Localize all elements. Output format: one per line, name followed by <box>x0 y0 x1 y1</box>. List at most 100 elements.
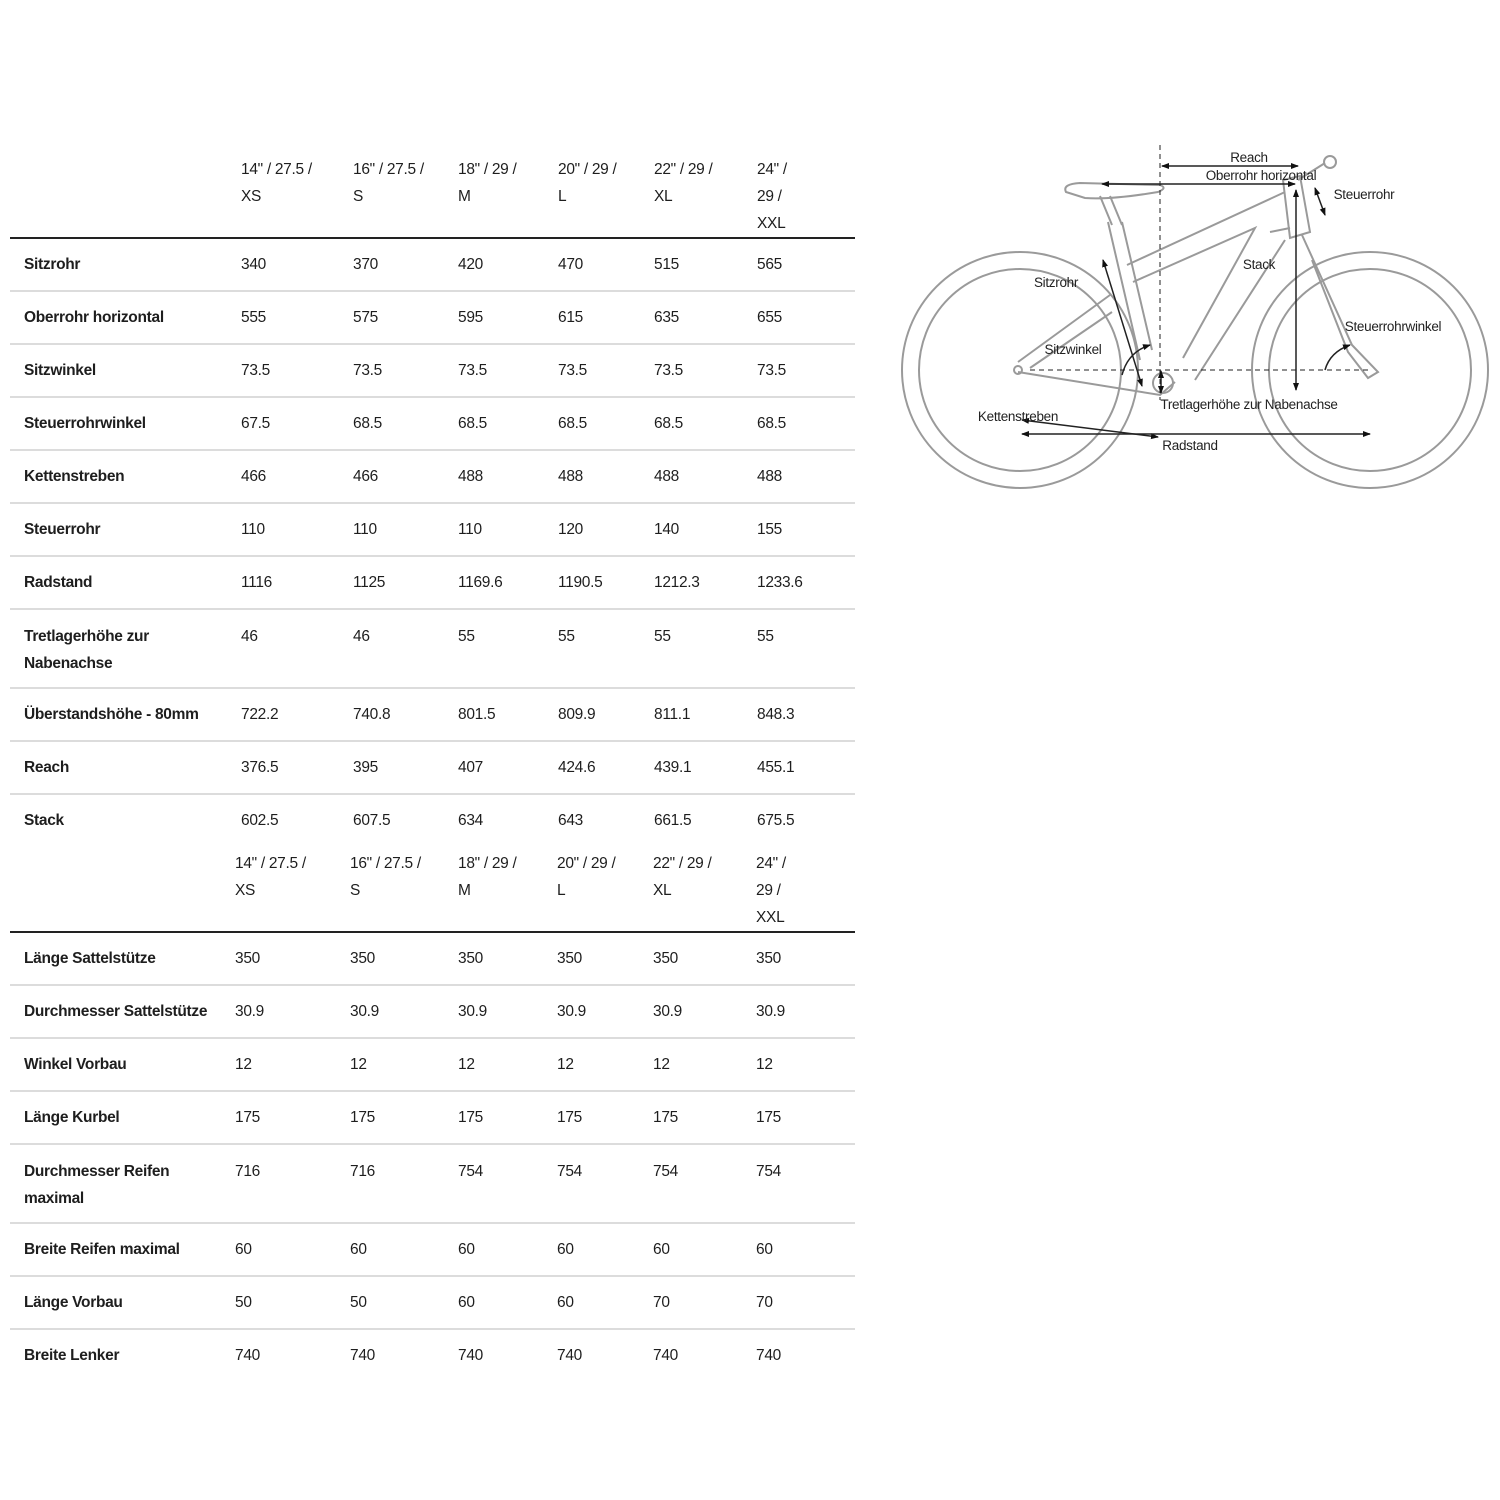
label-radstand: Radstand <box>1162 438 1217 453</box>
frame-size: 22" / 29 / <box>653 855 712 872</box>
label-sitzrohr: Sitzrohr <box>1034 275 1079 290</box>
cell-value: 12 <box>458 1055 475 1073</box>
size-letter: L <box>558 188 567 205</box>
row-label: Oberrohr horizontal <box>24 308 164 326</box>
cell-value: 1125 <box>353 573 386 591</box>
row-label: Durchmesser Sattelstütze <box>24 1002 208 1020</box>
saddle <box>1064 181 1165 200</box>
cell-value: 60 <box>458 1293 475 1311</box>
header-empty <box>10 832 235 932</box>
label-tretlager: Tretlagerhöhe zur Nabenachse <box>1160 397 1337 412</box>
frame-size: 24" / 29 / <box>756 855 786 899</box>
cell-value: 575 <box>353 308 378 326</box>
size-letter: XXL <box>757 215 786 232</box>
geometry-table: 14" / 27.5 / XS 16" / 27.5 / S 18" / 29 / M 20… <box>10 150 855 847</box>
label-stack: Stack <box>1243 257 1276 272</box>
cell-value: 155 <box>757 520 782 538</box>
cell-value: 350 <box>350 949 375 967</box>
top-tube <box>1126 191 1286 359</box>
cell-value: 754 <box>458 1163 483 1180</box>
cell-value: 68.5 <box>757 414 786 432</box>
frame-size: 16" / 27.5 / <box>353 161 424 178</box>
cell-value: 801.5 <box>458 705 496 723</box>
cell-value: 395 <box>353 758 378 776</box>
label-oberrohr: Oberrohr horizontal <box>1206 168 1317 183</box>
cell-value: 340 <box>241 255 266 273</box>
row-label: Stack <box>24 812 64 829</box>
components-table: 14" / 27.5 / XS 16" / 27.5 / S 18" / 29 / M 20… <box>10 832 855 1382</box>
size-letter: XS <box>235 882 256 899</box>
table-row: Durchmesser Reifen maximal 716 716 754 754 754… <box>10 1144 855 1223</box>
table-row: Winkel Vorbau 12 12 12 12 12 12 <box>10 1038 855 1091</box>
frame-size: 24" / 29 / <box>757 161 787 205</box>
cell-value: 754 <box>557 1163 582 1180</box>
cell-value: 30.9 <box>653 1002 682 1020</box>
size-header: 16" / 27.5 / S <box>353 150 458 238</box>
cell-value: 68.5 <box>353 414 382 432</box>
cell-value: 607.5 <box>353 812 391 829</box>
cell-value: 740 <box>653 1347 678 1364</box>
frame-size: 18" / 29 / <box>458 161 517 178</box>
cell-value: 740.8 <box>353 705 391 723</box>
cell-value: 740 <box>756 1347 781 1364</box>
label-reach: Reach <box>1230 150 1268 165</box>
table-row: Sitzwinkel 73.5 73.5 73.5 73.5 73.5 73.5 <box>10 344 855 397</box>
sitzwinkel-arrow <box>1121 344 1151 376</box>
frame-size: 16" / 27.5 / <box>350 855 421 872</box>
cell-value: 50 <box>350 1293 367 1311</box>
cell-value: 60 <box>557 1293 574 1311</box>
cell-value: 12 <box>557 1055 574 1073</box>
cell-value: 30.9 <box>756 1002 785 1020</box>
cell-value: 1169.6 <box>458 573 503 591</box>
size-header: 18" / 29 / M <box>458 150 558 238</box>
cell-value: 73.5 <box>558 361 587 379</box>
cell-value: 73.5 <box>654 361 683 379</box>
label-sitzwinkel: Sitzwinkel <box>1044 342 1101 357</box>
table-row: Radstand 1116 1125 1169.6 1190.5 1212.3 1233.6 <box>10 556 855 609</box>
row-label: Winkel Vorbau <box>24 1055 127 1073</box>
seatpost <box>1099 195 1123 226</box>
size-header: 22" / 29 / XL <box>654 150 757 238</box>
rear-wheel-inner <box>918 268 1122 472</box>
label-kettenstreben: Kettenstreben <box>978 409 1058 424</box>
cell-value: 466 <box>353 467 378 485</box>
cell-value: 46 <box>241 628 258 645</box>
cell-value: 634 <box>458 812 483 829</box>
frame-size: 20" / 29 / <box>558 161 617 178</box>
front-wheel-inner <box>1268 268 1472 472</box>
table-row: Sitzrohr 340 370 420 470 515 565 <box>10 238 855 291</box>
stem <box>1297 162 1326 181</box>
cell-value: 60 <box>235 1240 252 1258</box>
cell-value: 407 <box>458 758 483 776</box>
cell-value: 110 <box>353 520 377 538</box>
cell-value: 809.9 <box>558 705 596 723</box>
size-letter: S <box>353 188 364 205</box>
cell-value: 455.1 <box>757 758 795 776</box>
cell-value: 30.9 <box>458 1002 487 1020</box>
sitzrohr-arrow <box>1102 259 1143 387</box>
cell-value: 643 <box>558 812 583 829</box>
table-row: Durchmesser Sattelstütze 30.9 30.9 30.9 30.9… <box>10 985 855 1038</box>
cell-value: 30.9 <box>557 1002 586 1020</box>
size-header: 24" / 29 / XXL <box>757 150 806 238</box>
cell-value: 60 <box>653 1240 670 1258</box>
cell-value: 73.5 <box>757 361 786 379</box>
row-label: Steuerrohr <box>24 520 101 538</box>
cell-value: 55 <box>654 628 671 645</box>
row-label: Länge Kurbel <box>24 1108 120 1126</box>
cell-value: 635 <box>654 308 679 326</box>
cell-value: 515 <box>654 255 679 273</box>
cell-value: 175 <box>557 1108 582 1126</box>
table-row: Steuerrohrwinkel 67.5 68.5 68.5 68.5 68.5 68.5 <box>10 397 855 450</box>
table-row: Kettenstreben 466 466 488 488 488 488 <box>10 450 855 503</box>
cell-value: 661.5 <box>654 812 692 829</box>
size-letter: M <box>458 882 471 899</box>
cell-value: 55 <box>757 628 774 645</box>
cell-value: 376.5 <box>241 758 279 776</box>
cell-value: 175 <box>756 1108 781 1126</box>
down-tube <box>1194 227 1291 381</box>
cell-value: 12 <box>756 1055 773 1073</box>
cell-value: 1212.3 <box>654 573 700 591</box>
cell-value: 67.5 <box>241 414 270 432</box>
cell-value: 740 <box>235 1347 260 1364</box>
